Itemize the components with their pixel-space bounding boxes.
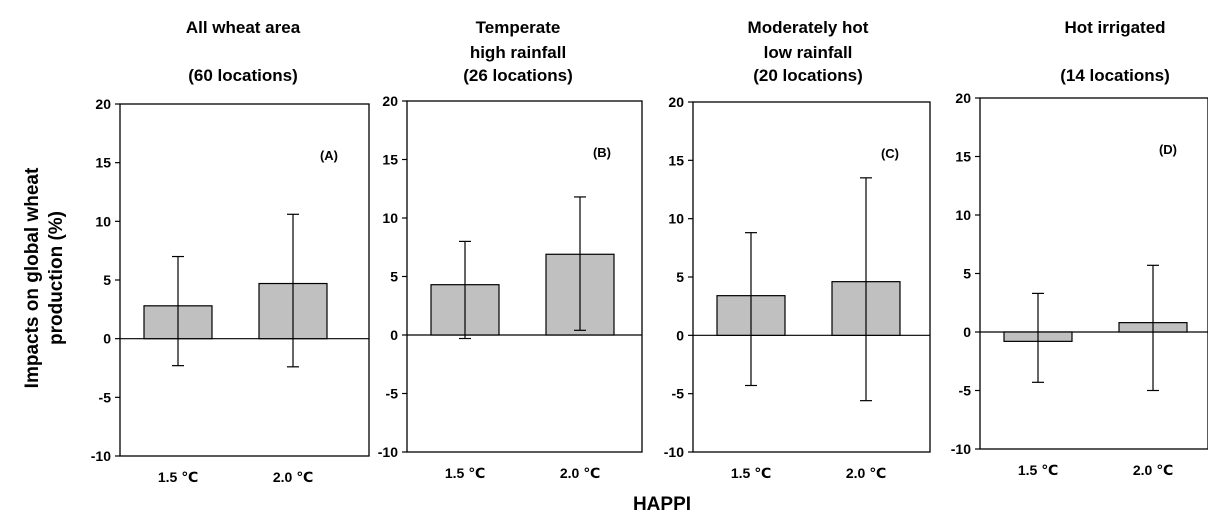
- y-tick-label: 10: [668, 211, 684, 227]
- y-tick-label: -10: [91, 448, 111, 464]
- x-axis-title: HAPPI: [633, 494, 691, 515]
- panel-label: (D): [1159, 142, 1177, 157]
- chart-panel-2: Temperate high rainfall (26 locations) -10 -…: [378, 18, 643, 481]
- panel-title-line: high rainfall: [470, 43, 566, 62]
- y-tick-label: 0: [963, 324, 971, 340]
- y-tick-label: 15: [668, 152, 684, 168]
- panel-label: (C): [881, 146, 899, 161]
- panel-title-line: (26 locations): [463, 66, 573, 85]
- chart-panel-3: Moderately hot low rainfall (20 locations)…: [664, 18, 931, 481]
- y-tick-label: 20: [955, 90, 971, 106]
- y-tick-label: -5: [99, 389, 112, 405]
- category-label: 1.5 ℃: [445, 465, 485, 481]
- panel-title-line: (60 locations): [188, 66, 298, 85]
- category-label: 2.0 ℃: [1133, 462, 1173, 478]
- panel-title-line: (14 locations): [1060, 66, 1170, 85]
- y-tick-label: 15: [95, 155, 111, 171]
- panel-title-line: All wheat area: [186, 18, 301, 37]
- y-tick-label: 0: [390, 327, 398, 343]
- category-label: 2.0 ℃: [846, 465, 886, 481]
- y-tick-label: 15: [382, 152, 398, 168]
- category-label: 2.0 ℃: [273, 469, 313, 485]
- category-label: 2.0 ℃: [560, 465, 600, 481]
- y-tick-label: 5: [676, 269, 684, 285]
- category-label: 1.5 ℃: [158, 469, 198, 485]
- chart-panel-4: Hot irrigated (14 locations) -10 -5 0 5 10 15 20…: [951, 18, 1208, 478]
- y-tick-label: 10: [382, 210, 398, 226]
- y-tick-label: 5: [390, 269, 398, 285]
- y-tick-label: 20: [668, 94, 684, 110]
- y-tick-label: -5: [386, 386, 399, 402]
- category-label: 1.5 ℃: [731, 465, 771, 481]
- y-tick-label: 20: [95, 96, 111, 112]
- y-tick-label: 0: [103, 331, 111, 347]
- y-axis-title-line2: production (%): [46, 211, 67, 345]
- panel-title-line: Moderately hot: [748, 18, 869, 37]
- y-tick-label: 10: [955, 207, 971, 223]
- y-tick-label: -10: [664, 444, 684, 460]
- y-tick-label: 5: [103, 272, 111, 288]
- y-tick-label: 10: [95, 213, 111, 229]
- y-tick-label: -10: [951, 441, 971, 457]
- y-axis-title-line1: Impacts on global wheat: [22, 167, 43, 388]
- panel-label: (B): [593, 145, 611, 160]
- category-label: 1.5 ℃: [1018, 462, 1058, 478]
- panel-title-line: (20 locations): [753, 66, 863, 85]
- panel-title-line: Hot irrigated: [1064, 18, 1165, 37]
- y-tick-label: 15: [955, 149, 971, 165]
- y-tick-label: -10: [378, 444, 398, 460]
- y-tick-label: 0: [676, 327, 684, 343]
- panel-title-line: Temperate: [476, 18, 561, 37]
- panel-title-line: low rainfall: [764, 43, 853, 62]
- y-tick-label: 20: [382, 93, 398, 109]
- chart-panel-1: All wheat area (60 locations) -10 -5 0 5 10 15 2…: [91, 18, 370, 485]
- y-tick-label: 5: [963, 266, 971, 282]
- y-tick-label: -5: [959, 383, 972, 399]
- panels: All wheat area (60 locations) -10 -5 0 5 10 15 2…: [91, 18, 1208, 485]
- y-tick-label: -5: [672, 386, 685, 402]
- panel-label: (A): [320, 148, 338, 163]
